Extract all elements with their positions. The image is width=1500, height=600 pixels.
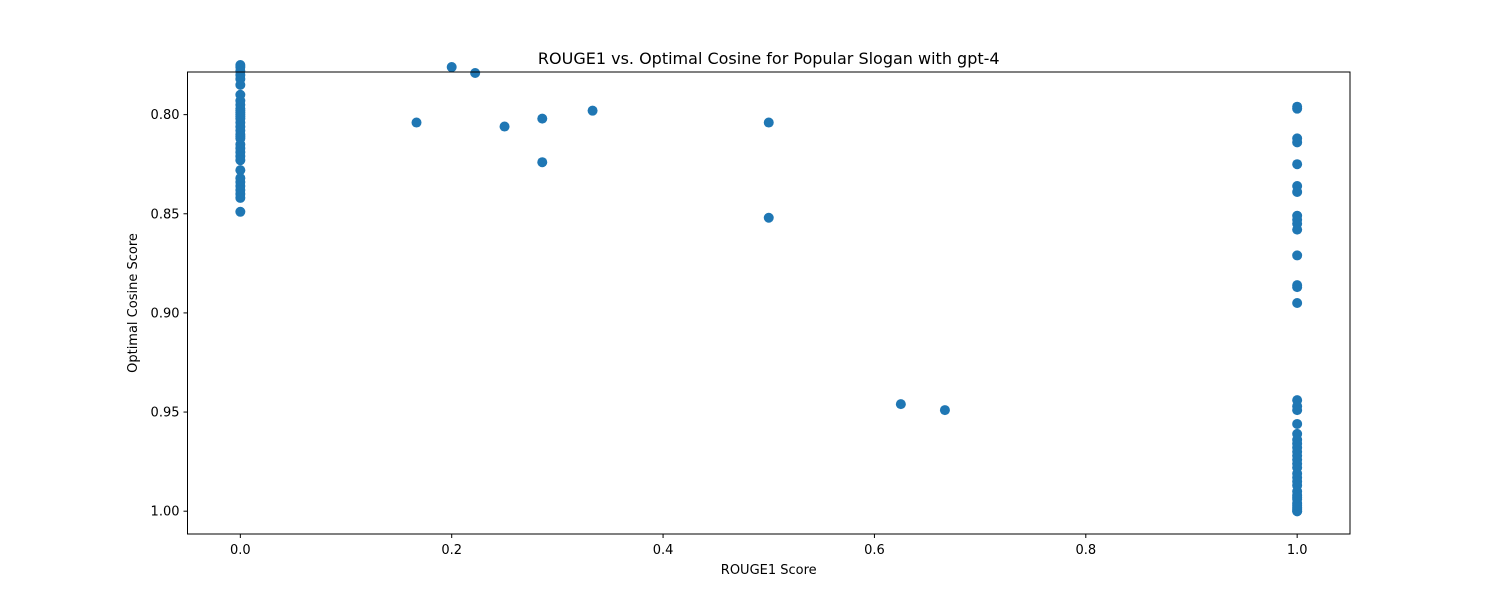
data-point bbox=[235, 79, 246, 90]
data-point bbox=[446, 62, 457, 73]
y-tick-label: 1.00 bbox=[151, 505, 180, 520]
y-tick-label: 0.80 bbox=[151, 108, 180, 123]
data-point bbox=[1292, 405, 1303, 416]
data-point bbox=[895, 399, 906, 410]
data-point bbox=[1292, 500, 1303, 511]
data-point bbox=[235, 165, 246, 176]
x-tick-label: 1.0 bbox=[1287, 543, 1308, 558]
data-point bbox=[235, 206, 246, 217]
data-point bbox=[235, 155, 246, 166]
plot-frame bbox=[187, 71, 1351, 535]
data-point bbox=[1292, 186, 1303, 197]
data-point bbox=[235, 133, 246, 144]
x-axis-label: ROUGE1 Score bbox=[721, 563, 817, 578]
data-point bbox=[1292, 103, 1303, 114]
data-point bbox=[1292, 250, 1303, 261]
data-point bbox=[235, 111, 246, 122]
y-tick-label: 0.90 bbox=[151, 306, 180, 321]
data-point bbox=[470, 67, 481, 78]
x-tick-label: 0.6 bbox=[864, 543, 885, 558]
data-point bbox=[1292, 159, 1303, 170]
data-point bbox=[499, 121, 510, 132]
x-axis-ticks: 0.0 0.2 0.4 0.6 0.8 1.0 bbox=[230, 534, 1308, 558]
data-point bbox=[1292, 298, 1303, 308]
data-point bbox=[763, 117, 774, 128]
x-tick-label: 0.4 bbox=[653, 543, 674, 558]
data-point bbox=[1292, 282, 1303, 293]
data-point bbox=[235, 192, 246, 203]
data-point bbox=[537, 113, 548, 124]
data-point bbox=[1292, 224, 1303, 235]
y-axis-label: Optimal Cosine Score bbox=[126, 233, 141, 373]
y-tick-label: 0.95 bbox=[151, 406, 180, 421]
data-point bbox=[411, 117, 422, 128]
chart-title: ROUGE1 vs. Optimal Cosine for Popular Sl… bbox=[538, 49, 1000, 68]
data-point bbox=[939, 405, 950, 416]
data-point bbox=[1292, 492, 1303, 503]
x-tick-label: 0.2 bbox=[441, 543, 462, 558]
data-point bbox=[537, 157, 548, 168]
data-point bbox=[1292, 137, 1303, 148]
x-tick-label: 0.8 bbox=[1075, 543, 1096, 558]
y-tick-label: 0.85 bbox=[151, 207, 180, 222]
x-tick-label: 0.0 bbox=[230, 543, 251, 558]
y-axis-ticks: 0.80 0.85 0.90 0.95 1.00 bbox=[151, 108, 188, 520]
data-point bbox=[1292, 418, 1303, 429]
data-point bbox=[763, 212, 774, 223]
data-point bbox=[587, 105, 598, 116]
data-point bbox=[235, 121, 246, 132]
data-points bbox=[235, 60, 1303, 517]
